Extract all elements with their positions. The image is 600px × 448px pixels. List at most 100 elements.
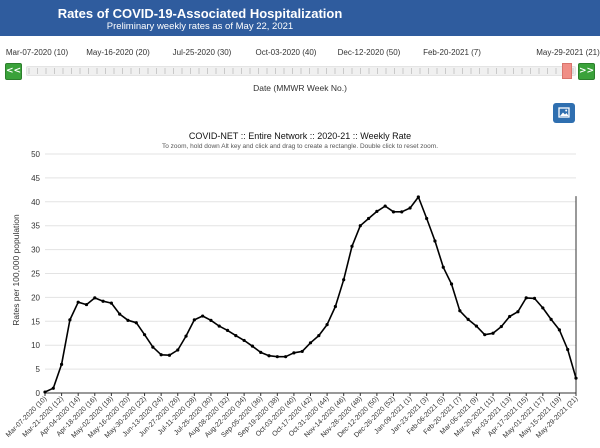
- data-point[interactable]: [549, 317, 553, 321]
- data-point[interactable]: [118, 312, 122, 316]
- data-point[interactable]: [259, 350, 263, 354]
- data-point[interactable]: [366, 216, 371, 221]
- data-point[interactable]: [68, 318, 72, 322]
- x-axis-ticks: Mar-07-2020 (10)Mar-21-2020 (12)Apr-04-2…: [5, 393, 579, 440]
- series-line: [44, 196, 577, 393]
- data-point[interactable]: [400, 210, 404, 214]
- chart-gridlines: [45, 153, 576, 394]
- data-point[interactable]: [176, 348, 180, 352]
- data-point[interactable]: [566, 347, 570, 352]
- y-axis-label: Rates per 100,000 population: [11, 214, 21, 326]
- data-point[interactable]: [391, 210, 396, 214]
- data-point[interactable]: [342, 278, 346, 282]
- week-slider-track[interactable]: [26, 66, 576, 76]
- data-point[interactable]: [151, 345, 155, 349]
- data-point[interactable]: [101, 299, 105, 303]
- y-tick-label: 30: [31, 246, 40, 255]
- data-point[interactable]: [84, 302, 89, 307]
- slider-tick-label: Jul-25-2020 (30): [172, 48, 232, 57]
- y-tick-label: 0: [36, 389, 41, 398]
- data-point[interactable]: [167, 353, 172, 357]
- y-tick-label: 50: [31, 150, 40, 159]
- data-point[interactable]: [292, 351, 296, 355]
- data-point[interactable]: [350, 244, 354, 248]
- week-slider-handle[interactable]: [562, 63, 572, 79]
- data-point[interactable]: [491, 331, 495, 335]
- header-bar: Rates of COVID-19-Associated Hospitaliza…: [0, 0, 600, 36]
- slider-tick-label: Mar-07-2020 (10): [5, 48, 69, 57]
- data-point[interactable]: [76, 300, 80, 304]
- data-point[interactable]: [234, 334, 238, 338]
- data-point[interactable]: [325, 323, 329, 327]
- data-point[interactable]: [458, 309, 462, 313]
- data-point[interactable]: [333, 304, 337, 309]
- y-tick-label: 45: [31, 174, 40, 183]
- y-tick-label: 40: [31, 198, 40, 207]
- data-point[interactable]: [192, 318, 196, 322]
- data-point[interactable]: [284, 355, 288, 359]
- slider-tick-label: May-29-2021 (21): [536, 48, 600, 57]
- y-tick-label: 5: [36, 365, 41, 374]
- y-tick-label: 35: [31, 222, 40, 231]
- data-point[interactable]: [358, 224, 362, 228]
- data-point[interactable]: [425, 216, 429, 221]
- data-point[interactable]: [43, 390, 47, 394]
- data-point[interactable]: [134, 321, 138, 325]
- y-tick-label: 25: [31, 270, 40, 279]
- data-point[interactable]: [541, 306, 545, 310]
- data-point[interactable]: [51, 386, 55, 390]
- data-point[interactable]: [217, 324, 221, 328]
- data-point[interactable]: [250, 344, 255, 348]
- data-point[interactable]: [267, 354, 271, 358]
- data-point[interactable]: [532, 296, 537, 300]
- y-axis-ticks: 0 5 10 15 20 25 30 35 40 45 50: [31, 150, 40, 398]
- data-point[interactable]: [184, 334, 188, 338]
- slider-ticks: [28, 68, 574, 74]
- data-point[interactable]: [159, 353, 163, 357]
- data-point[interactable]: [466, 317, 470, 321]
- data-point[interactable]: [524, 296, 528, 300]
- slider-axis-label: Date (MMWR Week No.): [253, 83, 347, 93]
- data-point[interactable]: [317, 334, 321, 338]
- data-point[interactable]: [483, 333, 487, 337]
- data-point[interactable]: [557, 328, 562, 332]
- data-point[interactable]: [109, 301, 113, 305]
- data-point[interactable]: [209, 318, 213, 322]
- y-tick-label: 10: [31, 341, 40, 350]
- data-point[interactable]: [93, 296, 97, 300]
- data-point[interactable]: [126, 318, 130, 322]
- slider-tick-label: May-16-2020 (20): [86, 48, 150, 57]
- data-point[interactable]: [408, 206, 412, 210]
- slider-tick-label: Feb-20-2021 (7): [423, 48, 481, 57]
- data-point[interactable]: [308, 341, 313, 345]
- series-layer: [43, 195, 578, 394]
- data-point[interactable]: [416, 195, 420, 199]
- data-point[interactable]: [499, 324, 503, 329]
- data-point[interactable]: [433, 239, 437, 243]
- data-point[interactable]: [300, 349, 304, 354]
- data-point[interactable]: [449, 282, 454, 286]
- download-image-button[interactable]: [553, 103, 575, 123]
- slider-tick-label: Oct-03-2020 (40): [255, 48, 317, 57]
- data-point[interactable]: [508, 314, 512, 319]
- data-point[interactable]: [516, 310, 520, 314]
- data-point[interactable]: [441, 265, 445, 269]
- chart-instructions: To zoom, hold down Alt key and click and…: [161, 143, 439, 150]
- data-point[interactable]: [225, 328, 230, 332]
- y-tick-label: 20: [31, 293, 40, 302]
- next-week-button[interactable]: >>: [578, 63, 595, 80]
- data-point[interactable]: [59, 362, 64, 366]
- data-point[interactable]: [142, 333, 147, 337]
- data-point[interactable]: [474, 324, 479, 328]
- data-point[interactable]: [242, 338, 246, 343]
- data-point[interactable]: [574, 376, 578, 380]
- image-icon: [558, 107, 570, 118]
- data-point[interactable]: [375, 209, 379, 213]
- chart-title: COVID-NET :: Entire Network :: 2020-21 :…: [188, 131, 412, 141]
- data-point[interactable]: [383, 204, 387, 208]
- data-point[interactable]: [275, 355, 279, 359]
- prev-week-button[interactable]: <<: [5, 63, 22, 80]
- data-point[interactable]: [201, 314, 205, 318]
- page-title: Rates of COVID-19-Associated Hospitaliza…: [57, 6, 343, 21]
